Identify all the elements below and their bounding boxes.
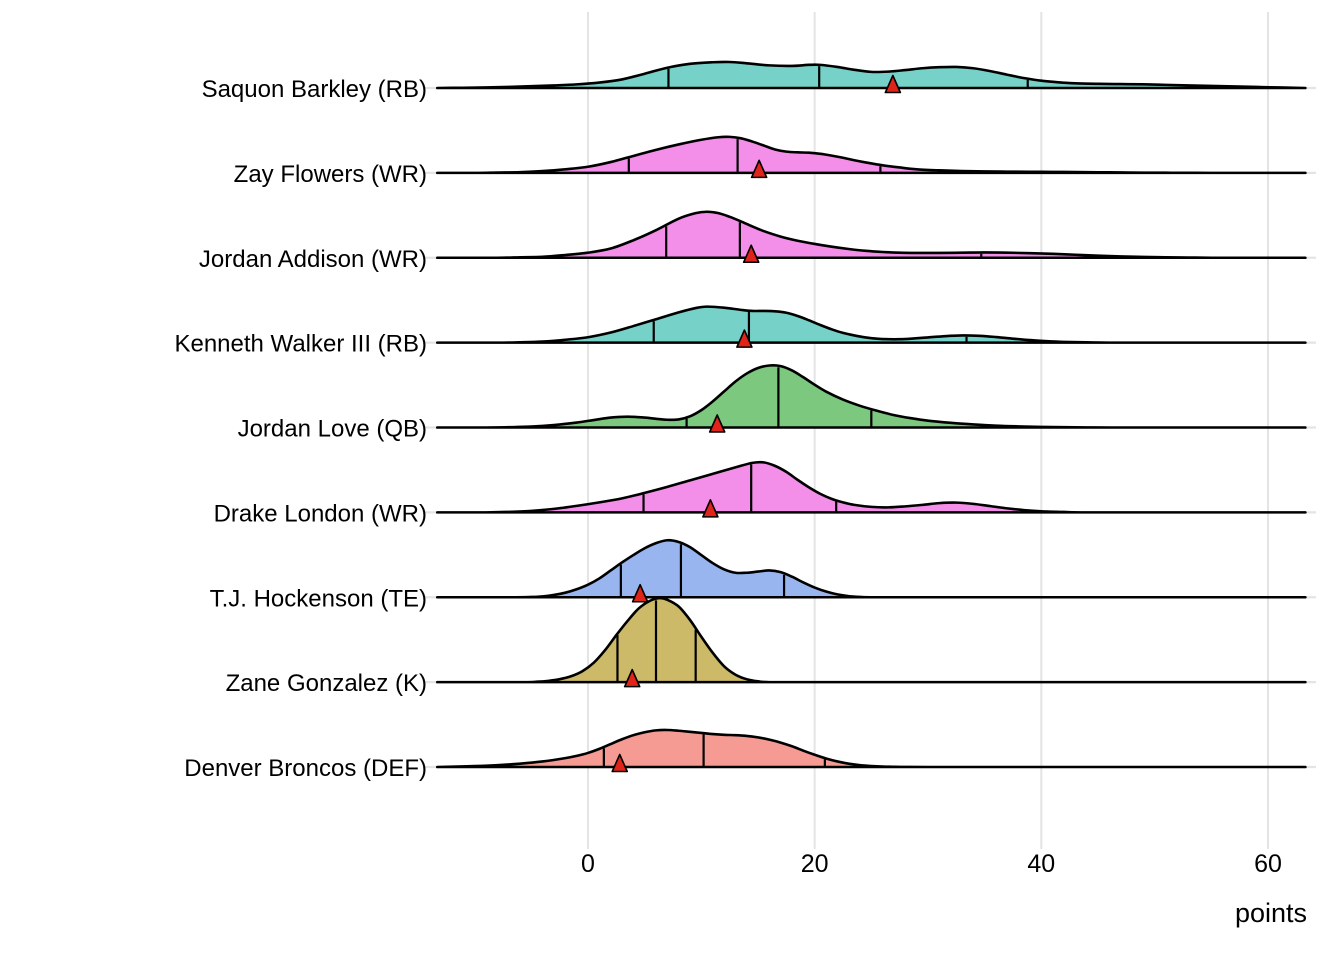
density-curve	[435, 210, 1307, 260]
density-curve	[435, 728, 1307, 769]
density-curve	[435, 305, 1307, 344]
actual-points-marker	[702, 499, 719, 518]
actual-points-marker	[611, 753, 629, 773]
row-label: Jordan Love (QB)	[238, 416, 427, 443]
ridge-row-kenneth-walker-iii-rb	[424, 305, 1316, 344]
density-curve	[435, 596, 1307, 684]
actual-points-marker	[631, 583, 649, 603]
row-label: Kenneth Walker III (RB)	[174, 331, 427, 358]
row-label: Denver Broncos (DEF)	[184, 755, 427, 782]
ridge-row-zay-flowers-wr	[424, 135, 1316, 175]
ridge-row-denver-broncos-def	[424, 728, 1316, 769]
gridlines	[587, 12, 1269, 849]
density-curve	[435, 538, 1307, 599]
actual-points-marker	[884, 74, 902, 94]
labels: Saquon Barkley (RB) Zay Flowers (WR) Jorda…	[174, 76, 1307, 928]
x-tick-label: 20	[801, 850, 829, 878]
density-curve	[435, 460, 1307, 514]
actual-points-marker	[623, 668, 641, 688]
ridge-row-saquon-barkley-rb	[424, 60, 1316, 90]
actual-points-marker	[708, 414, 726, 433]
ridge-row-jordan-addison-wr	[424, 210, 1316, 260]
row-label: Drake London (WR)	[214, 500, 427, 527]
ridge-row-drake-london-wr	[424, 460, 1316, 514]
ridge-row-t-j-hockenson-te	[424, 538, 1316, 599]
row-label: Zane Gonzalez (K)	[226, 670, 427, 697]
actual-points-marker	[736, 329, 753, 348]
x-axis-title: points	[1235, 898, 1307, 928]
row-label: Saquon Barkley (RB)	[202, 76, 427, 103]
actual-points-markers	[611, 74, 902, 773]
ridge-row-jordan-love-qb	[424, 364, 1316, 429]
density-curve	[435, 60, 1307, 90]
row-label: T.J. Hockenson (TE)	[210, 585, 427, 612]
x-tick-label: 40	[1027, 850, 1055, 878]
x-tick-label: 60	[1254, 850, 1282, 878]
row-label: Zay Flowers (WR)	[234, 161, 427, 188]
row-label: Jordan Addison (WR)	[199, 246, 427, 273]
actual-points-marker	[750, 159, 768, 179]
ridge-row-zane-gonzalez-k	[424, 596, 1316, 684]
density-curve	[435, 135, 1307, 175]
actual-points-marker	[742, 244, 760, 264]
x-tick-label: 0	[581, 850, 595, 878]
